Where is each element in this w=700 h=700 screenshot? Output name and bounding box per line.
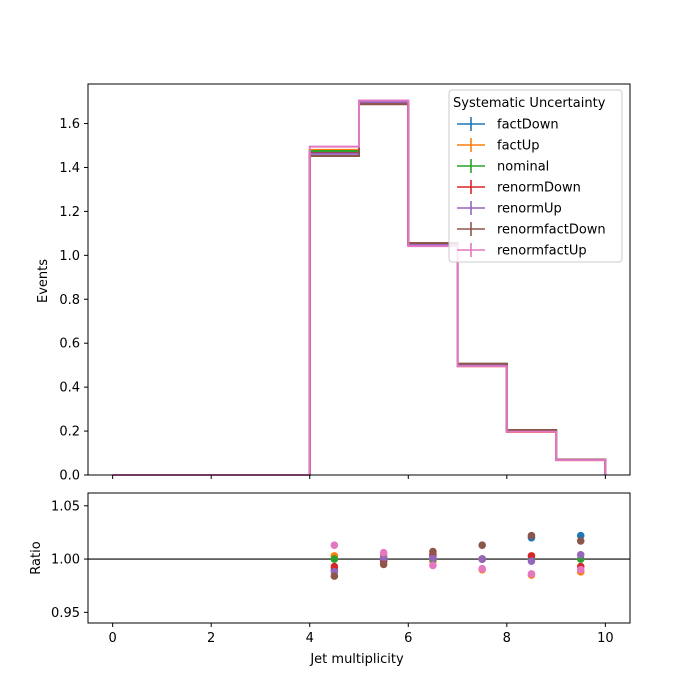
legend-entry-renormfactUp: renormfactUp xyxy=(457,243,587,259)
legend-entry-nominal: nominal xyxy=(457,159,549,175)
legend-label-factUp: factUp xyxy=(497,139,540,154)
ratio-point-renormUp xyxy=(576,551,585,559)
main-y-tick-label: 0.8 xyxy=(59,293,80,308)
x-tick-label: 10 xyxy=(597,631,614,646)
ratio-point-renormfactUp xyxy=(330,541,339,550)
main-y-tick-label: 0.4 xyxy=(59,381,80,396)
ratio-y-ticks: 0.95 1.00 1.05 xyxy=(51,499,88,621)
legend-entry-renormDown: renormDown xyxy=(457,180,581,196)
ratio-point-renormfactUp xyxy=(527,570,536,578)
ratio-plot-frame xyxy=(87,492,631,624)
x-tick-label: 8 xyxy=(503,631,511,646)
ratio-panel: 0.95 1.00 1.05 0 2 4 6 8 10 Ratio Jet multiplic… xyxy=(29,492,631,667)
ratio-point-renormfactUp xyxy=(478,564,486,573)
legend-label-renormfactUp: renormfactUp xyxy=(497,244,587,259)
ratio-point-nominal xyxy=(330,555,339,563)
x-tick-label: 4 xyxy=(306,631,314,646)
ratio-point-renormfactDown xyxy=(379,560,388,569)
main-y-tick-label: 0.6 xyxy=(59,337,80,352)
ratio-y-tick-label: 0.95 xyxy=(51,606,80,621)
legend-entry-factDown: factDown xyxy=(457,117,559,133)
ratio-point-renormfactUp xyxy=(379,548,388,557)
legend-label-renormUp: renormUp xyxy=(497,202,562,217)
x-tick-label: 0 xyxy=(108,631,116,646)
main-y-ticks: 0.0 0.2 0.4 0.6 0.8 1.0 1.2 1.4 1.6 xyxy=(59,117,88,484)
ratio-point-renormUp xyxy=(429,554,437,562)
ratio-point-renormUp xyxy=(478,555,486,563)
ratio-point-renormfactDown xyxy=(429,547,437,556)
legend-entry-factUp: factUp xyxy=(457,138,540,154)
ratio-point-factDown xyxy=(576,531,585,540)
main-y-tick-label: 1.0 xyxy=(59,249,80,264)
ratio-y-axis-label: Ratio xyxy=(29,541,44,574)
main-y-tick-label: 1.6 xyxy=(59,117,80,132)
legend: Systematic Uncertainty factDown factUp nomi… xyxy=(448,89,623,263)
ratio-point-renormfactUp xyxy=(576,565,585,574)
ratio-y-tick-label: 1.00 xyxy=(51,553,80,568)
ratio-point-renormfactUp xyxy=(429,561,437,570)
main-y-tick-label: 1.2 xyxy=(59,205,80,220)
ratio-point-renormDown xyxy=(330,562,339,571)
ratio-point-renormUp xyxy=(379,554,388,562)
x-axis-label: Jet multiplicity xyxy=(309,652,404,667)
legend-label-nominal: nominal xyxy=(497,160,549,175)
ratio-point-renormUp xyxy=(527,557,536,565)
main-y-tick-label: 1.4 xyxy=(59,161,80,176)
ratio-point-renormfactDown xyxy=(527,531,536,540)
x-tick-label: 2 xyxy=(207,631,215,646)
main-y-tick-label: 0.2 xyxy=(59,425,80,440)
main-y-tick-label: 0.0 xyxy=(59,469,80,484)
legend-label-renormfactDown: renormfactDown xyxy=(497,223,606,238)
ratio-points-group xyxy=(330,531,585,580)
main-plot-frame xyxy=(87,83,631,476)
legend-label-factDown: factDown xyxy=(497,118,559,133)
legend-label-renormDown: renormDown xyxy=(497,181,581,196)
legend-box xyxy=(448,89,623,263)
legend-title: Systematic Uncertainty xyxy=(453,96,606,111)
ratio-y-tick-label: 1.05 xyxy=(51,499,80,514)
ratio-point-renormfactDown xyxy=(478,541,486,550)
legend-entry-renormfactDown: renormfactDown xyxy=(457,222,606,238)
ratio-x-ticks: 0 2 4 6 8 10 xyxy=(108,623,614,646)
ratio-point-renormfactDown xyxy=(576,537,585,545)
x-tick-label: 6 xyxy=(404,631,412,646)
main-x-ticks xyxy=(112,475,606,479)
legend-entry-renormUp: renormUp xyxy=(457,201,562,217)
main-y-axis-label: Events xyxy=(36,259,51,303)
main-histogram-panel: 0.0 0.2 0.4 0.6 0.8 1.0 1.2 1.4 1.6 Events Syste… xyxy=(36,83,631,484)
ratio-point-renormDown xyxy=(527,552,536,560)
ratio-point-renormfactDown xyxy=(330,572,339,580)
